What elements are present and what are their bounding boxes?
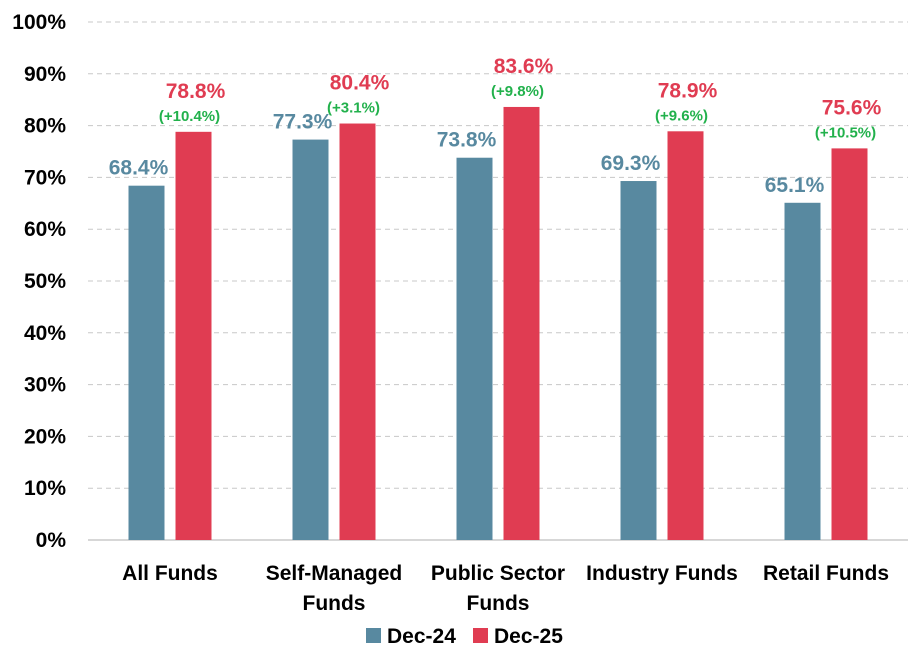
data-label-dec-24: 68.4% xyxy=(109,157,169,180)
bar-dec-24 xyxy=(456,157,493,540)
x-category-label: Industry Funds xyxy=(586,562,738,585)
bar-dec-25 xyxy=(667,131,704,540)
x-category-label: All Funds xyxy=(122,562,218,585)
x-category-label: Funds xyxy=(467,592,530,615)
x-category-label: Self-Managed xyxy=(266,562,403,585)
change-label: (+9.6%) xyxy=(655,107,708,124)
y-tick-label: 90% xyxy=(24,63,66,86)
data-label-dec-25: 78.8% xyxy=(166,80,226,103)
y-tick-label: 20% xyxy=(24,425,66,448)
data-label-dec-24: 77.3% xyxy=(273,111,333,134)
gridlines xyxy=(88,21,908,541)
y-tick-label: 50% xyxy=(24,270,66,293)
legend-swatch xyxy=(473,628,488,643)
bar-dec-25 xyxy=(503,106,540,541)
bar-dec-24 xyxy=(620,181,657,540)
y-tick-label: 80% xyxy=(24,115,66,138)
x-category-label: Funds xyxy=(303,592,366,615)
bar-dec-25 xyxy=(831,148,868,540)
y-tick-label: 0% xyxy=(36,529,67,552)
change-label: (+10.5%) xyxy=(815,124,876,141)
x-category-label: Retail Funds xyxy=(763,562,889,585)
data-label-dec-24: 73.8% xyxy=(437,129,497,152)
y-axis-ticks: 0% 10% 20% 30% 40% 50% 60% 70% 80% 90% 100% xyxy=(12,11,66,552)
x-axis-categories: All Funds Self-Managed Funds Public Sector F… xyxy=(122,562,889,615)
change-label: (+3.1%) xyxy=(327,100,380,117)
y-tick-label: 70% xyxy=(24,166,66,189)
y-tick-label: 60% xyxy=(24,218,66,241)
bar-dec-24 xyxy=(128,185,165,541)
data-label-dec-24: 69.3% xyxy=(601,152,661,175)
legend-label: Dec-25 xyxy=(494,625,563,648)
y-tick-label: 30% xyxy=(24,374,66,397)
data-label-dec-25: 78.9% xyxy=(658,79,718,102)
data-label-dec-24: 65.1% xyxy=(765,174,825,197)
data-label-dec-25: 80.4% xyxy=(330,72,390,95)
y-tick-label: 10% xyxy=(24,477,66,500)
bar-dec-24 xyxy=(292,139,329,540)
bar-dec-25 xyxy=(175,131,212,541)
data-labels: 68.4% 78.8% (+10.4%) 77.3% 80.4% (+3.1%) 73.8%… xyxy=(109,55,882,197)
y-tick-label: 100% xyxy=(12,11,66,34)
x-category-label: Public Sector xyxy=(431,562,565,585)
data-label-dec-25: 75.6% xyxy=(822,96,882,119)
change-label: (+10.4%) xyxy=(159,108,220,125)
bars xyxy=(128,106,868,541)
change-label: (+9.8%) xyxy=(491,83,544,100)
bar-dec-25 xyxy=(339,123,376,540)
legend: Dec-24 Dec-25 xyxy=(366,625,563,648)
y-tick-label: 40% xyxy=(24,322,66,345)
data-label-dec-25: 83.6% xyxy=(494,55,554,78)
bar-dec-24 xyxy=(784,202,821,541)
legend-label: Dec-24 xyxy=(387,625,456,648)
legend-swatch xyxy=(366,628,381,643)
